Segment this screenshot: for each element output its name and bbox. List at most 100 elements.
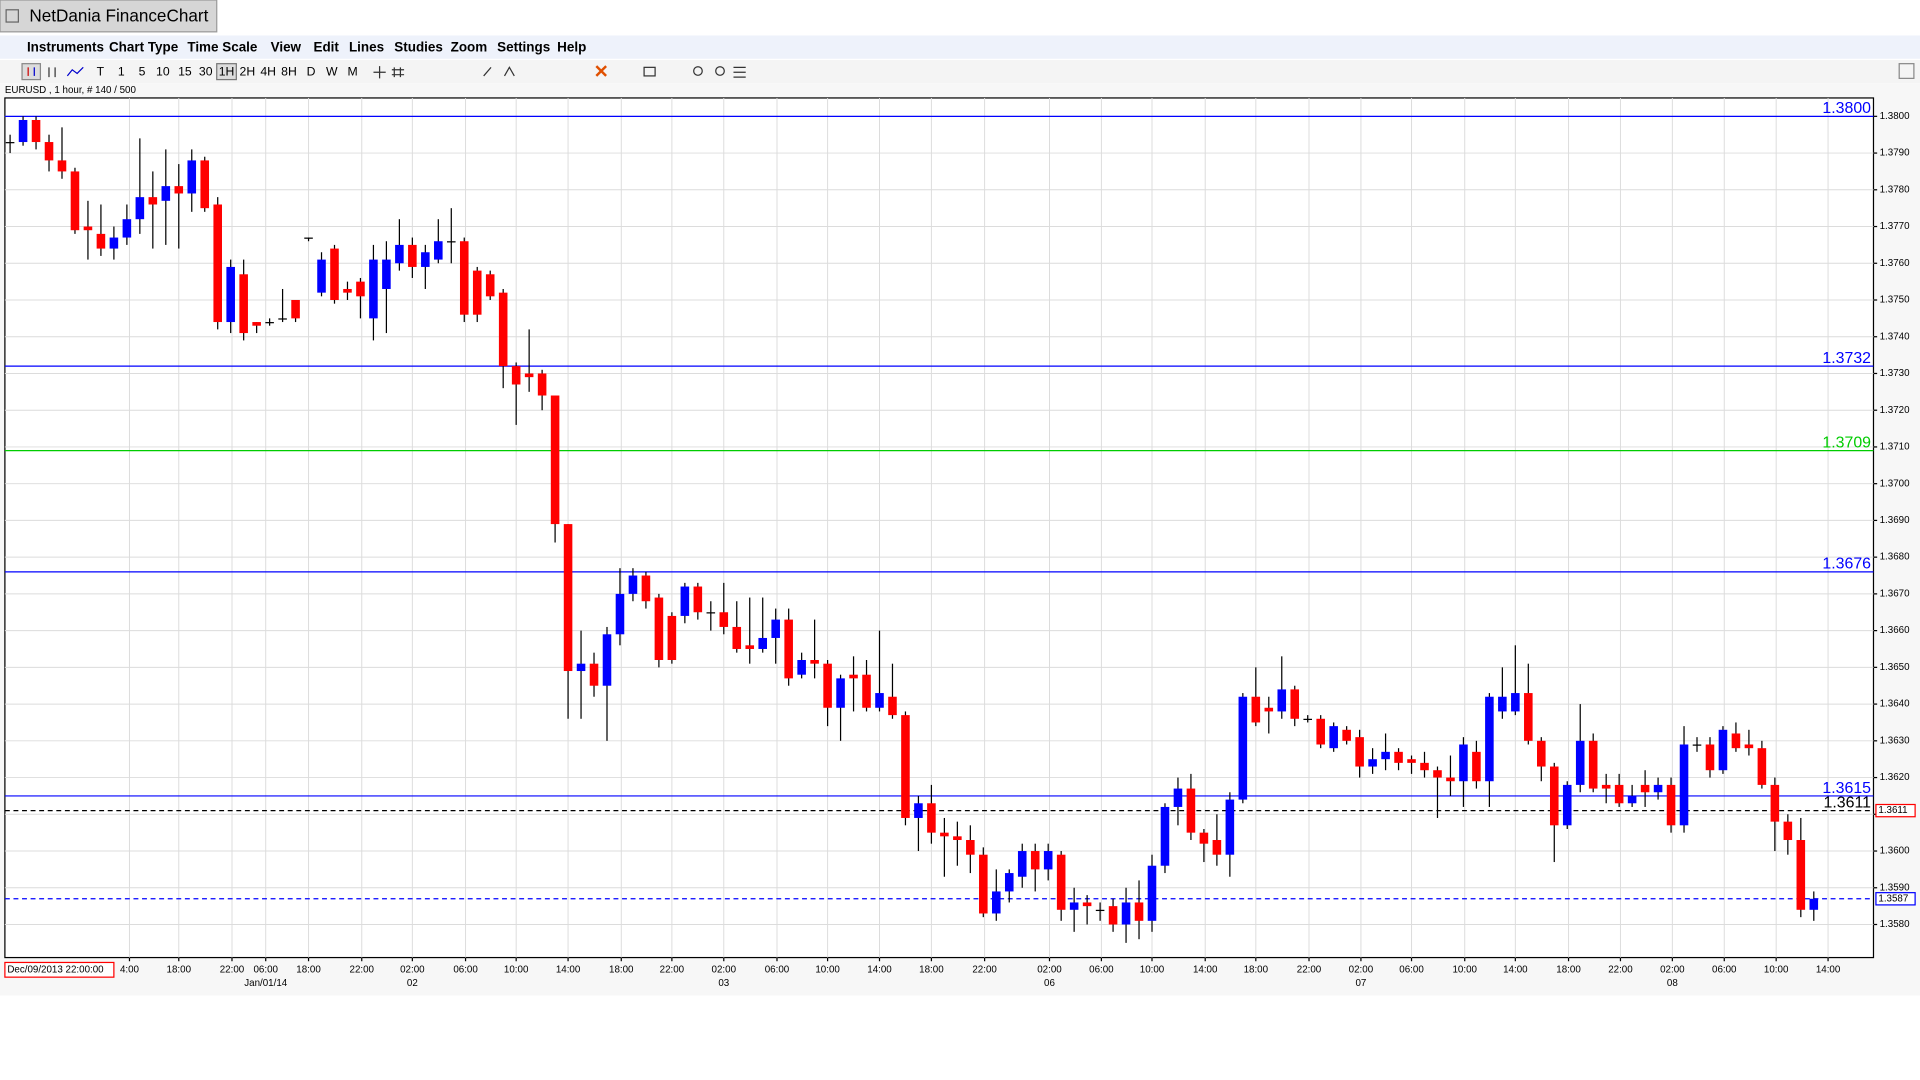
toolbar-button[interactable]: 1H (219, 64, 235, 78)
menu-item[interactable]: Instruments (27, 39, 104, 54)
x-tick-label: 14:00 (556, 964, 581, 975)
candle-body (343, 288, 352, 293)
candle-body (291, 300, 300, 319)
menu-item[interactable]: Chart Type (109, 39, 179, 54)
menu-item[interactable]: Zoom (451, 39, 488, 54)
candle-body (1731, 733, 1741, 749)
x-tick-label: 06:00 (253, 964, 278, 975)
candle-body (1627, 795, 1637, 804)
toolbar-button[interactable]: M (348, 64, 358, 78)
scaled-root: NetDania FinanceChart EURUSD , 1 hour, #… (0, 0, 1920, 989)
x-tick-label: 06:00 (765, 964, 790, 975)
candle-body (213, 204, 222, 323)
toolbar-button[interactable]: 8H (281, 64, 297, 78)
y-tick-label: 1.3780 (1880, 184, 1910, 195)
icon-bars[interactable] (48, 67, 56, 78)
candle-body (1498, 696, 1507, 712)
level-label: 1.3615 (1822, 780, 1871, 797)
candle-body (161, 186, 171, 201)
toolbar-button[interactable]: 30 (199, 64, 213, 78)
icon-grid[interactable] (391, 67, 405, 78)
start-label: Dec/09/2013 22:00:00 (7, 964, 104, 975)
candle-body (732, 626, 742, 649)
icon-zoom-out[interactable] (715, 66, 725, 76)
y-tick-label: 1.3640 (1880, 699, 1910, 710)
icon-line[interactable] (66, 66, 84, 77)
icon-scale[interactable] (733, 66, 746, 78)
menu-item[interactable]: Help (557, 39, 586, 54)
icon-trend[interactable] (483, 66, 515, 77)
toolbar-button[interactable]: D (307, 64, 316, 78)
candle-body (356, 281, 365, 297)
toolbar-button[interactable]: 2H (240, 64, 256, 78)
y-tick-label: 1.3580 (1880, 919, 1910, 930)
menu-item[interactable]: Settings (497, 39, 550, 54)
x-tick-label: 22:00 (1608, 964, 1633, 975)
y-tick-label: 1.3670 (1880, 588, 1910, 599)
icon-delete[interactable] (595, 65, 607, 77)
candle-body (265, 322, 274, 324)
candle-body (1757, 748, 1767, 785)
icon-print[interactable] (643, 66, 656, 77)
level-label: 1.3676 (1822, 556, 1871, 573)
icon-candles[interactable] (21, 63, 42, 81)
candle-body (408, 244, 417, 267)
candle-body (615, 593, 625, 635)
candle-body (1108, 906, 1118, 925)
x-tick-label: 18:00 (1556, 964, 1581, 975)
candle-body (667, 615, 677, 661)
candle-body (1329, 726, 1338, 749)
candle-body (252, 322, 261, 326)
toolbar-corner-button[interactable] (1898, 63, 1915, 79)
candle-body (1601, 784, 1611, 789)
candle-body (511, 366, 521, 385)
date-label: 06 (1044, 978, 1055, 989)
candle-body (148, 197, 158, 205)
toolbar-button[interactable]: 1 (118, 64, 125, 78)
toolbar-button[interactable]: T (97, 64, 105, 78)
menu-item[interactable]: Lines (349, 39, 384, 54)
toolbar-button[interactable]: W (326, 64, 338, 78)
candle-body (1562, 784, 1572, 826)
x-tick-label: 22:00 (1297, 964, 1322, 975)
y-tick-label: 1.3710 (1880, 442, 1910, 453)
menu-item[interactable]: Time Scale (187, 39, 258, 54)
y-tick-label: 1.3790 (1880, 148, 1910, 159)
candle-body (1666, 784, 1676, 826)
y-tick-label: 1.3700 (1880, 478, 1910, 489)
menu-item[interactable]: Edit (313, 39, 339, 54)
start-label-box (4, 961, 115, 978)
x-tick-label: 02:00 (1037, 964, 1062, 975)
x-tick-label: 14:00 (1503, 964, 1528, 975)
candle-body (96, 233, 106, 249)
x-tick-label: 18:00 (167, 964, 192, 975)
y-tick-label: 1.3720 (1880, 405, 1910, 416)
toolbar-button[interactable]: 15 (178, 64, 192, 78)
y-tick-label: 1.3600 (1880, 846, 1910, 857)
candle-body (1770, 784, 1780, 822)
candle-body (888, 696, 897, 716)
candle-body (680, 586, 690, 616)
candle-body (602, 634, 612, 686)
window-title: NetDania FinanceChart (29, 6, 208, 26)
x-tick-label: 18:00 (609, 964, 634, 975)
toolbar-button[interactable]: 5 (139, 64, 146, 78)
candle-body (174, 186, 184, 194)
candle-body (940, 832, 949, 837)
toolbar-icons (21, 63, 746, 81)
menu-item[interactable]: Studies (394, 39, 443, 54)
x-tick-label: 06:00 (453, 964, 478, 975)
icon-zoom-in[interactable] (693, 66, 703, 76)
menu-item[interactable]: View (271, 39, 302, 54)
candle-body (1796, 840, 1806, 910)
x-tick-label: 02:00 (1349, 964, 1374, 975)
icon-crosshair[interactable] (373, 66, 386, 79)
level-tag-box (1875, 803, 1916, 818)
candle-body (498, 292, 508, 367)
level-tag: 1.3611 (1878, 805, 1907, 816)
x-tick-label: 14:00 (1193, 964, 1218, 975)
candle-body (1809, 898, 1819, 910)
toolbar-button[interactable]: 10 (156, 64, 170, 78)
candle-body (693, 586, 703, 613)
toolbar-button[interactable]: 4H (260, 64, 276, 78)
